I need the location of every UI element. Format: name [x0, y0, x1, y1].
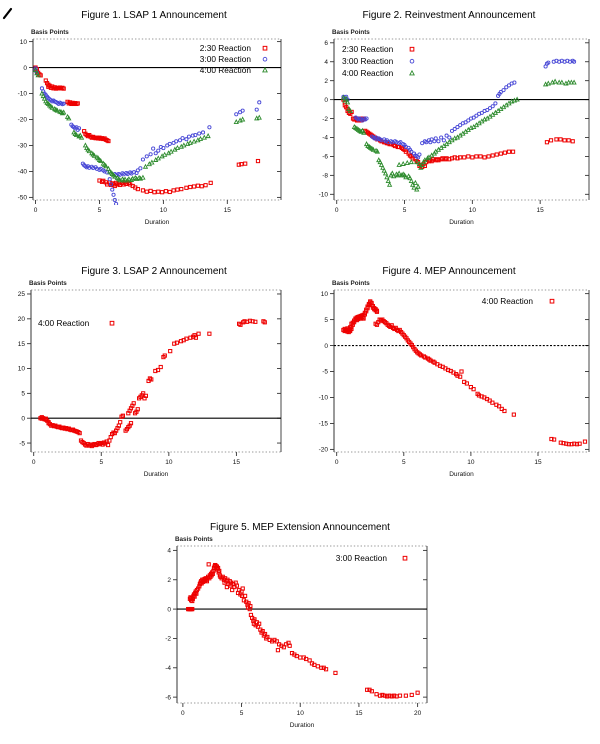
figure-2-plot: 6 4 2 0 -2 -4 -6 -8 -10 0 5 10 15 Basis Points Duratio…	[319, 29, 590, 226]
svg-text:6: 6	[324, 40, 328, 47]
svg-text:10: 10	[297, 710, 305, 717]
svg-text:25: 25	[18, 291, 26, 298]
svg-text:-20: -20	[18, 117, 28, 124]
svg-text:10: 10	[469, 207, 477, 214]
svg-text:2:30 Reaction: 2:30 Reaction	[342, 44, 394, 54]
svg-text:15: 15	[224, 207, 232, 214]
svg-text:Duration: Duration	[290, 722, 315, 729]
svg-text:Basis Points: Basis Points	[29, 280, 67, 287]
svg-text:5: 5	[98, 207, 102, 214]
svg-text:20: 20	[18, 316, 26, 323]
svg-text:3:00 Reaction: 3:00 Reaction	[200, 54, 252, 64]
svg-text:10: 10	[160, 207, 168, 214]
stray-corner-mark	[2, 7, 13, 20]
svg-text:10: 10	[20, 39, 28, 46]
svg-text:4: 4	[324, 59, 328, 66]
svg-text:-4: -4	[165, 665, 171, 672]
svg-text:-4: -4	[322, 135, 328, 142]
svg-text:15: 15	[233, 459, 241, 466]
svg-text:5: 5	[403, 207, 407, 214]
svg-text:0: 0	[335, 459, 339, 466]
svg-text:3:00 Reaction: 3:00 Reaction	[342, 56, 394, 66]
svg-text:5: 5	[240, 710, 244, 717]
svg-text:5: 5	[99, 459, 103, 466]
svg-text:4:00 Reaction: 4:00 Reaction	[38, 318, 90, 328]
svg-text:Duration: Duration	[144, 471, 169, 478]
svg-text:Basis Points: Basis Points	[175, 536, 213, 543]
svg-text:15: 15	[355, 710, 363, 717]
svg-text:-20: -20	[319, 447, 329, 454]
svg-text:-5: -5	[19, 440, 25, 447]
svg-text:Duration: Duration	[449, 219, 474, 226]
svg-text:-30: -30	[18, 143, 28, 150]
svg-text:2: 2	[324, 78, 328, 85]
figure-1: Figure 1. LSAP 1 Announcement 10 0 -10 -20-…	[8, 6, 300, 246]
svg-text:20: 20	[414, 710, 422, 717]
figure-4-plot: 10 5 0 -5 -10 -15 -20 0 5 10 15 Basis Points Duratio…	[319, 280, 590, 478]
svg-text:-15: -15	[319, 421, 329, 428]
svg-text:-2: -2	[165, 636, 171, 643]
svg-text:4:00 Reaction: 4:00 Reaction	[200, 65, 252, 75]
svg-text:-2: -2	[322, 116, 328, 123]
svg-text:15: 15	[537, 207, 545, 214]
svg-text:Basis Points: Basis Points	[332, 29, 370, 36]
figure-3-plot: 25 20 15 10 5 0 -5 0 5 10 15 Basis Points Duration 4:…	[18, 280, 282, 478]
svg-text:4:00 Reaction: 4:00 Reaction	[342, 68, 394, 78]
svg-text:5: 5	[402, 459, 406, 466]
svg-text:4: 4	[167, 548, 171, 555]
svg-text:-10: -10	[18, 91, 28, 98]
svg-text:0: 0	[23, 65, 27, 72]
svg-text:10: 10	[467, 459, 475, 466]
figure-3: Figure 3. LSAP 2 Announcement 25 20 15 10 5 0…	[8, 262, 300, 496]
svg-text:-40: -40	[18, 169, 28, 176]
svg-text:0: 0	[324, 343, 328, 350]
svg-text:3:00 Reaction: 3:00 Reaction	[336, 553, 388, 563]
svg-text:-10: -10	[319, 395, 329, 402]
svg-text:2: 2	[167, 577, 171, 584]
svg-text:Basis Points: Basis Points	[332, 280, 370, 287]
svg-text:0: 0	[21, 415, 25, 422]
svg-text:0: 0	[335, 207, 339, 214]
svg-text:0: 0	[34, 207, 38, 214]
svg-text:-6: -6	[322, 154, 328, 161]
svg-text:Duration: Duration	[145, 219, 170, 226]
svg-text:-6: -6	[165, 694, 171, 701]
svg-text:15: 15	[534, 459, 542, 466]
svg-text:2:30 Reaction: 2:30 Reaction	[200, 43, 252, 53]
svg-text:0: 0	[32, 459, 36, 466]
svg-text:Duration: Duration	[449, 471, 474, 478]
svg-text:10: 10	[18, 366, 26, 373]
svg-text:5: 5	[324, 317, 328, 324]
figure-4: Figure 4. MEP Announcement 10 5 0 -5 -10 -15-…	[302, 262, 596, 496]
svg-text:-10: -10	[319, 192, 329, 199]
svg-text:0: 0	[181, 710, 185, 717]
svg-text:4:00 Reaction: 4:00 Reaction	[482, 296, 534, 306]
svg-text:0: 0	[167, 606, 171, 613]
svg-text:5: 5	[21, 391, 25, 398]
svg-text:-50: -50	[18, 195, 28, 202]
svg-text:0: 0	[324, 97, 328, 104]
svg-text:10: 10	[321, 291, 329, 298]
svg-text:-8: -8	[322, 173, 328, 180]
svg-text:Basis Points: Basis Points	[31, 29, 69, 36]
svg-text:-5: -5	[322, 369, 328, 376]
figure-1-plot: 10 0 -10 -20 -30 -40 -50 0 5 10 15 Basis Points Dura…	[18, 29, 282, 226]
svg-text:10: 10	[165, 459, 173, 466]
svg-text:15: 15	[18, 341, 26, 348]
